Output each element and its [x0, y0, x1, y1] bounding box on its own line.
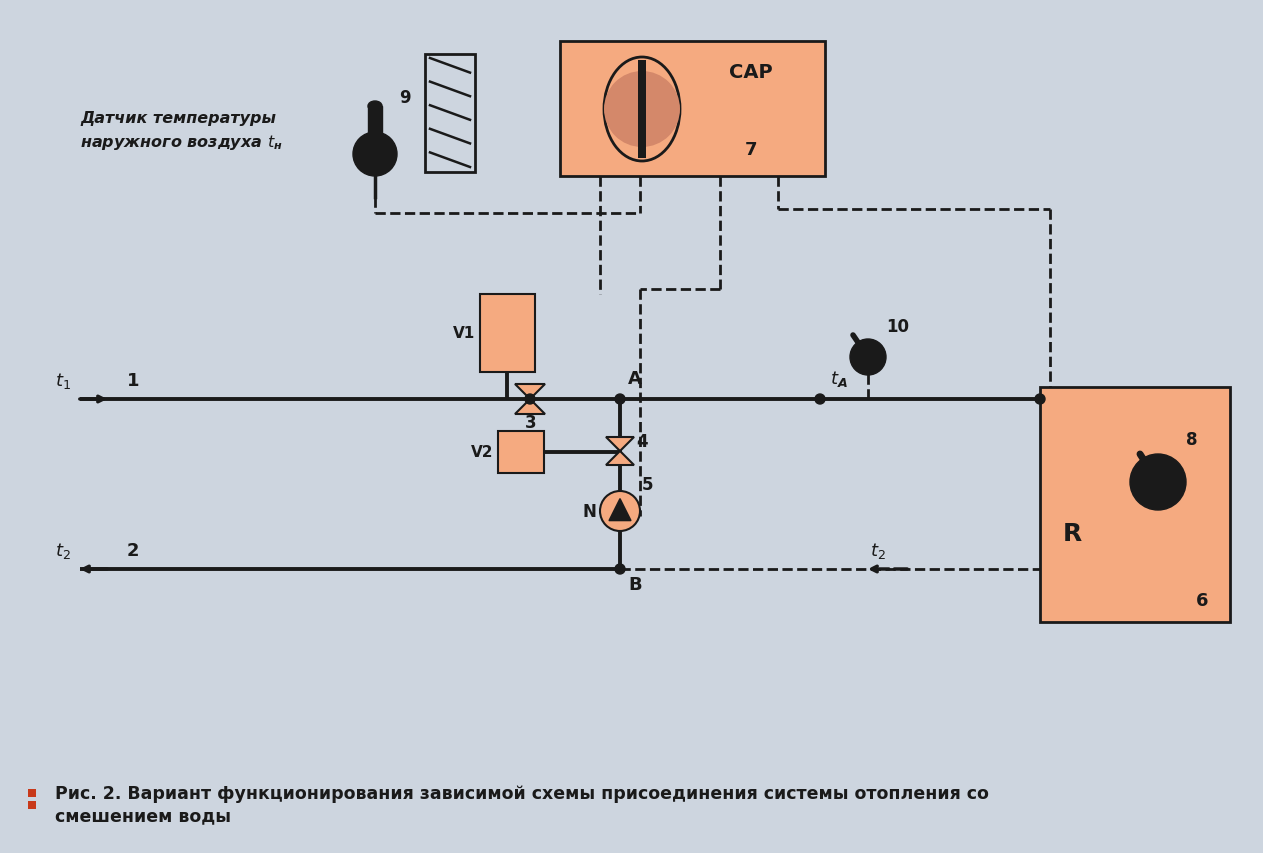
Text: наружного воздуха $t_\mathregular{н}$: наружного воздуха $t_\mathregular{н}$: [80, 133, 283, 153]
Text: 1: 1: [128, 372, 139, 390]
Text: $t_1$: $t_1$: [56, 370, 71, 391]
Text: 10: 10: [887, 317, 909, 335]
Circle shape: [615, 565, 625, 574]
Polygon shape: [606, 438, 634, 451]
Text: R: R: [1062, 521, 1081, 545]
Text: 5: 5: [642, 475, 653, 493]
Text: 4: 4: [637, 432, 648, 450]
Text: Датчик температуры: Датчик температуры: [80, 110, 277, 125]
Text: смешением воды: смешением воды: [56, 806, 231, 824]
FancyBboxPatch shape: [560, 42, 825, 177]
Text: V2: V2: [471, 445, 493, 460]
Circle shape: [1130, 455, 1186, 510]
Ellipse shape: [604, 58, 679, 162]
Text: N: N: [582, 502, 596, 520]
Text: САР: САР: [729, 62, 773, 81]
Polygon shape: [515, 399, 546, 415]
Polygon shape: [606, 451, 634, 466]
Bar: [28, 801, 37, 809]
Text: V1: V1: [452, 326, 475, 341]
Polygon shape: [609, 499, 632, 521]
Text: $t_\mathregular{A}$: $t_\mathregular{A}$: [830, 368, 847, 389]
FancyBboxPatch shape: [480, 294, 536, 373]
Text: A: A: [628, 369, 642, 387]
Text: 8: 8: [1186, 431, 1197, 449]
Polygon shape: [515, 385, 546, 399]
Ellipse shape: [368, 102, 381, 112]
Text: $t_2$: $t_2$: [870, 540, 885, 560]
Text: 9: 9: [399, 89, 410, 107]
Bar: [638, 61, 645, 159]
Text: 6: 6: [1196, 591, 1209, 609]
Text: 3: 3: [525, 414, 537, 432]
Text: 2: 2: [128, 542, 139, 560]
Text: $t_2$: $t_2$: [56, 540, 71, 560]
Circle shape: [850, 339, 887, 375]
Text: B: B: [628, 575, 642, 594]
Circle shape: [1034, 395, 1045, 404]
FancyBboxPatch shape: [1039, 387, 1230, 623]
FancyBboxPatch shape: [498, 432, 544, 473]
Circle shape: [525, 395, 536, 404]
Bar: [426, 55, 475, 173]
Text: 7: 7: [745, 141, 757, 159]
Circle shape: [815, 395, 825, 404]
Circle shape: [600, 491, 640, 531]
Bar: [28, 789, 37, 797]
Circle shape: [352, 133, 397, 177]
Wedge shape: [604, 72, 679, 148]
Bar: [368, 107, 381, 148]
Circle shape: [615, 395, 625, 404]
Text: Рис. 2. Вариант функционирования зависимой схемы присоединения системы отопления: Рис. 2. Вариант функционирования зависим…: [56, 784, 989, 802]
